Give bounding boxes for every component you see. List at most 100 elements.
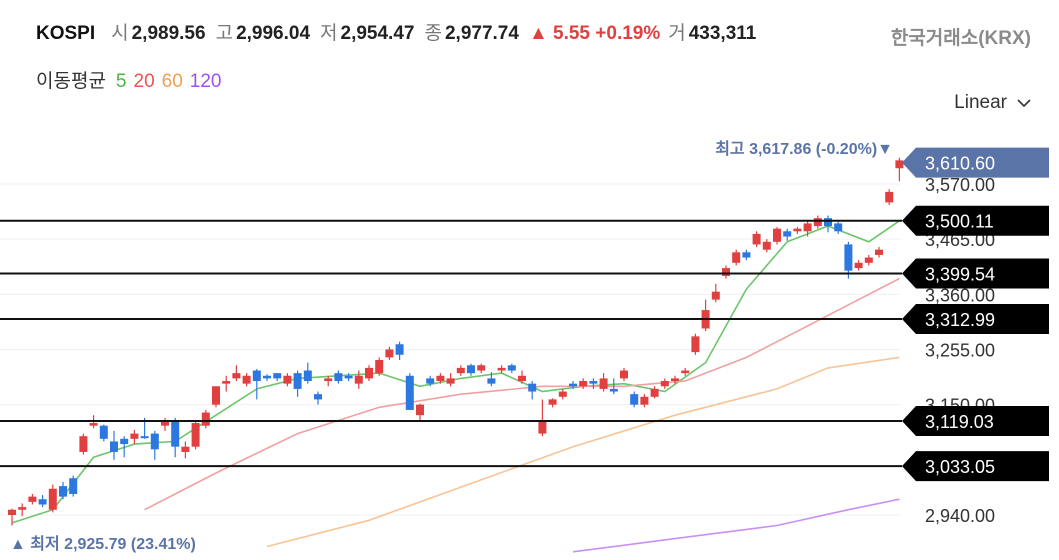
candle-body — [813, 218, 822, 227]
candle-body — [507, 365, 516, 371]
high-annotation: 최고 3,617.86 (-0.20%)▼ — [715, 139, 893, 158]
candles — [8, 157, 904, 526]
candle-body — [171, 420, 180, 447]
candle-body — [181, 446, 190, 452]
candle-body — [783, 231, 792, 237]
y-tick-label: 3,360.00 — [925, 285, 995, 305]
current-price-tag-bg — [902, 147, 1049, 178]
candle-body — [8, 509, 16, 515]
y-axis-ticks: 2,940.003,150.003,255.003,360.003,465.00… — [925, 175, 995, 526]
candle-body — [48, 488, 57, 510]
candle-body — [793, 228, 802, 232]
candle-body — [773, 228, 781, 242]
candle-body — [467, 365, 475, 374]
open-value: 2,989.56 — [131, 23, 206, 44]
candle-body — [222, 381, 231, 384]
y-tick-label: 2,940.00 — [925, 506, 995, 526]
high-value: 2,996.04 — [236, 23, 311, 44]
candle-body — [752, 233, 761, 245]
chevron-down-icon — [1017, 98, 1031, 107]
candle-body — [283, 375, 292, 384]
level-tag: 3,033.05 — [902, 451, 1049, 482]
level-tag-bg — [902, 405, 1049, 436]
level-tag: 3,119.03 — [902, 405, 1049, 436]
candle-body — [446, 378, 455, 384]
candle-body — [477, 365, 486, 371]
candle-body — [365, 367, 373, 379]
candle-body — [18, 507, 27, 510]
candle-body — [742, 252, 751, 258]
candle-body — [538, 420, 547, 434]
ma-60-toggle[interactable]: 60 — [161, 71, 183, 92]
level-tag-bg — [902, 258, 1049, 289]
ma-20-toggle[interactable]: 20 — [133, 71, 155, 92]
candle-body — [630, 394, 639, 405]
candle-body — [569, 383, 577, 387]
candle-body — [660, 381, 669, 387]
level-tag-bg — [902, 205, 1049, 236]
candle-body — [212, 386, 220, 405]
candle-body — [732, 252, 741, 263]
candle-body — [416, 404, 424, 416]
candle-body — [110, 441, 118, 452]
candle-body — [385, 349, 394, 358]
candle-body — [824, 218, 832, 227]
candle-body — [89, 423, 98, 426]
candle-body — [293, 373, 302, 389]
open-label: 시 — [111, 23, 129, 44]
candle-body — [803, 223, 812, 232]
candle-body — [140, 436, 149, 439]
scale-dropdown[interactable]: Linear — [954, 92, 1031, 114]
change-value: ▲ 5.55 +0.19% — [528, 23, 661, 44]
candle-body — [834, 223, 843, 232]
level-tag-bg — [902, 304, 1049, 335]
candle-body — [354, 375, 363, 384]
candle-body — [130, 433, 139, 439]
candle-body — [589, 381, 598, 384]
low-value: 2,954.47 — [340, 23, 415, 44]
ma-5-line — [11, 220, 900, 524]
candle-body — [38, 499, 47, 505]
candle-body — [99, 425, 108, 439]
symbol-name: KOSPI — [36, 23, 96, 44]
candle-body — [375, 360, 384, 374]
candle-body — [303, 370, 312, 382]
close-label: 종 — [424, 23, 442, 44]
y-tick-label: 3,255.00 — [925, 341, 995, 361]
candle-body — [395, 344, 404, 355]
candle-body — [497, 367, 506, 371]
candle-body — [640, 396, 649, 405]
candle-body — [324, 378, 333, 382]
volume-label: 거 — [668, 23, 686, 44]
low-label: 저 — [320, 23, 338, 44]
candle-body — [599, 378, 608, 389]
level-tag-label: 3,119.03 — [925, 412, 994, 432]
candle-body — [681, 370, 690, 374]
grid-lines — [0, 183, 900, 516]
candle-body — [201, 412, 210, 426]
candle-body — [69, 478, 78, 494]
candle-body — [161, 420, 169, 426]
candle-body — [487, 378, 496, 384]
level-tag: 3,399.54 — [902, 258, 1049, 289]
ma-5-toggle[interactable]: 5 — [115, 71, 127, 92]
ma-120-toggle[interactable]: 120 — [189, 71, 222, 92]
candle-body — [405, 375, 414, 410]
level-tag-label: 3,033.05 — [925, 457, 995, 477]
candle-body — [885, 191, 894, 203]
horizontal-levels — [0, 219, 902, 468]
current-price-tag: 3,610.60 — [902, 147, 1049, 178]
candle-body — [844, 244, 853, 271]
candle-body — [252, 370, 261, 382]
exchange-name: 한국거래소(KRX) — [890, 28, 1031, 49]
candle-body — [263, 375, 271, 379]
candle-body — [895, 160, 904, 169]
scale-dropdown-label: Linear — [954, 92, 1007, 113]
candle-body — [548, 399, 557, 405]
candle-body — [242, 375, 251, 384]
candle-body — [150, 433, 159, 450]
candle-body — [722, 268, 730, 276]
low-annotation: ▲ 최저 2,925.79 (23.41%) — [10, 534, 196, 553]
candle-body — [334, 373, 343, 382]
